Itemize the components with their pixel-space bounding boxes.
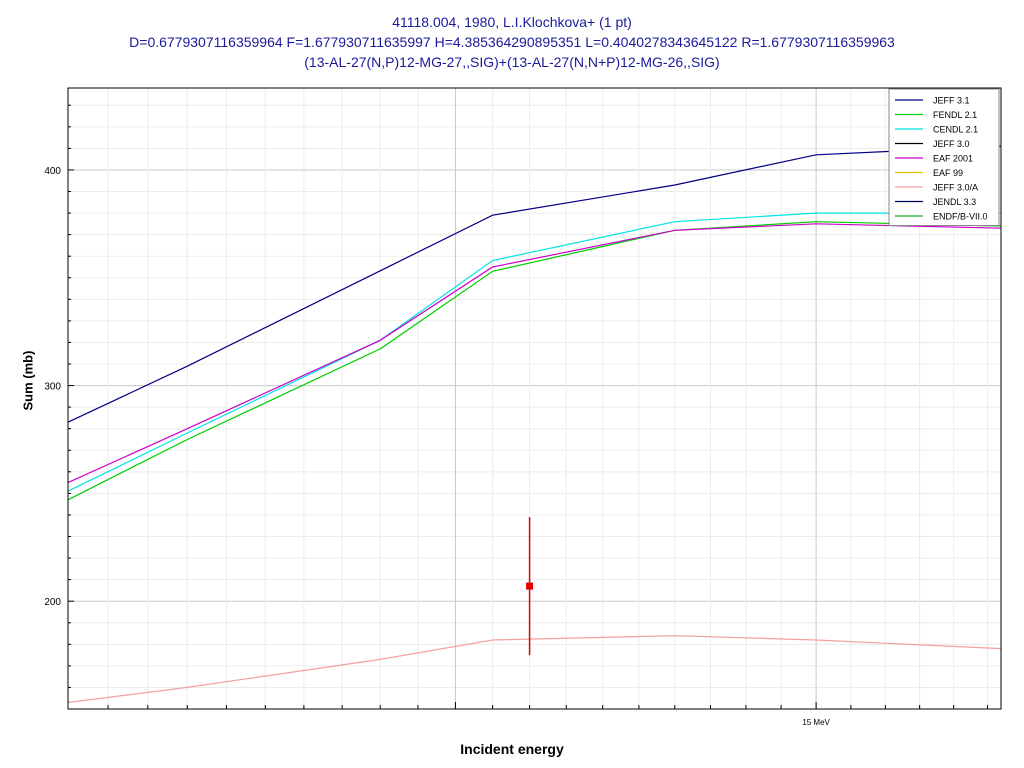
series-line-4 — [67, 223, 1002, 484]
legend-label: JENDL 3.3 — [933, 197, 976, 207]
plot-frame — [67, 87, 1002, 710]
chart-title-line-2: D=0.6779307116359964 F=1.677930711635997… — [129, 34, 895, 50]
x-axis-label: Incident energy — [460, 741, 564, 757]
legend-label: JEFF 3.0 — [933, 139, 970, 149]
series-line-6 — [67, 635, 1002, 704]
y-tick-label: 200 — [44, 597, 61, 608]
legend-box — [888, 88, 1000, 226]
chart-grid — [67, 88, 1001, 710]
legend-label: EAF 2001 — [933, 154, 973, 164]
chart-title-line-3: (13-AL-27(N,P)12-MG-27,,SIG)+(13-AL-27(N… — [304, 54, 720, 70]
y-tick-label: 400 — [44, 166, 61, 177]
y-tick-label: 300 — [44, 382, 61, 393]
series-line-2 — [67, 212, 1001, 492]
y-axis-label: Sum (mb) — [20, 350, 36, 411]
legend-label: FENDL 2.1 — [933, 110, 977, 120]
legend-label: EAF 99 — [933, 168, 963, 178]
x-tick-label: 15 MeV — [802, 718, 830, 727]
legend-label: ENDF/B-VII.0 — [933, 212, 988, 222]
series-line-0 — [67, 145, 1002, 423]
series-line-1 — [67, 221, 1002, 501]
experimental-data-group — [526, 517, 534, 656]
legend-label: JEFF 3.1 — [933, 96, 970, 106]
chart-legend: JEFF 3.1 FENDL 2.1 CENDL 2.1 JEFF 3.0 EAF 20… — [888, 88, 1000, 226]
chart-axes: 200 300 400 15 MeV — [44, 104, 989, 727]
chart-series-group — [67, 145, 1002, 704]
chart-title-line-1: 41118.004, 1980, L.I.Klochkova+ (1 pt) — [392, 14, 632, 30]
legend-label: CENDL 2.1 — [933, 125, 978, 135]
legend-label: JEFF 3.0/A — [933, 183, 978, 193]
experimental-data-point — [526, 582, 534, 590]
